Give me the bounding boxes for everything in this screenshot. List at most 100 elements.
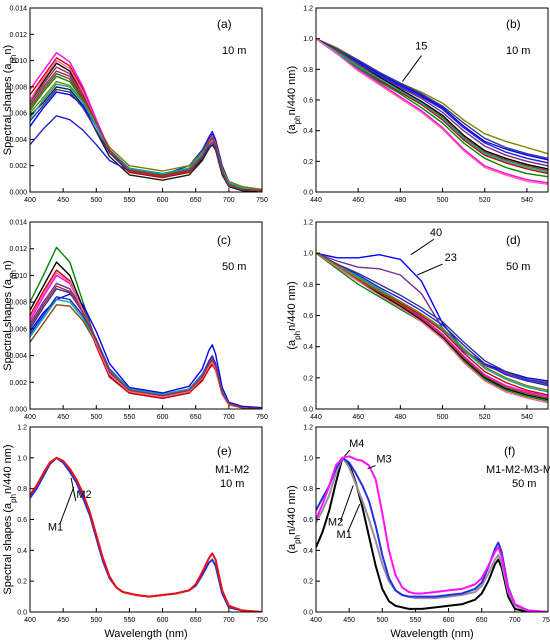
series-group: [30, 456, 262, 612]
y-axis-label-main: (a: [286, 339, 298, 350]
series-line-11: [30, 272, 262, 409]
panel-annotation: 10 m: [220, 478, 244, 490]
series-line-7: [316, 38, 548, 178]
y-tick-label: 1.2: [303, 6, 313, 13]
series-group: [316, 455, 548, 612]
y-axis-label-sub: ph: [293, 535, 302, 544]
y-tick-label: 0.000: [9, 407, 27, 414]
series-line-10: [316, 252, 548, 385]
y-tick-label: 0.2: [17, 579, 27, 586]
series-line-m1: [316, 456, 548, 612]
panel-a: 400 450 500 550 600 650 700 750 0.000 0.002 0.004 0…: [2, 6, 268, 205]
x-tick-label: 500: [90, 414, 102, 421]
y-tick-label: 0.4: [303, 344, 313, 351]
series-label: M3: [376, 453, 391, 465]
y-tick-label: 1.2: [303, 425, 313, 432]
x-tick-label: 650: [190, 617, 202, 624]
x-tick-label: 460: [352, 414, 364, 421]
plot-frame: [29, 221, 263, 410]
y-tick-label: 1.2: [17, 425, 27, 432]
panel-label: (d): [506, 233, 521, 247]
x-tick-label: 500: [437, 414, 449, 421]
y-axis-label: (aphn/440 nm): [286, 485, 302, 553]
y-tick-label: 0.006: [9, 326, 27, 333]
series-line-2: [316, 252, 548, 384]
series-group: [30, 246, 262, 409]
series-line-12: [30, 285, 262, 409]
x-tick-label: 750: [542, 617, 550, 624]
series-line-2: [30, 86, 262, 192]
series-line-m4: [316, 455, 548, 612]
x-tick-label: 550: [124, 617, 136, 624]
y-tick-label: 0.012: [9, 32, 27, 39]
x-tick-label: 750: [256, 414, 268, 421]
y-axis-label: Spectral shapes (aphn): [2, 45, 18, 155]
panel-annotation: 10 m: [222, 45, 246, 57]
x-tick-label: 520: [479, 414, 491, 421]
y-tick-label: 0.0: [303, 190, 313, 197]
x-tick-label: 500: [376, 617, 388, 624]
series-label: M1: [48, 521, 63, 533]
y-axis-label: (aphn/440 nm): [286, 66, 302, 134]
x-tick-label: 400: [24, 414, 36, 421]
x-axis-label: Wavelength (nm): [104, 628, 187, 640]
y-tick-label: 0.014: [9, 220, 27, 227]
series-group: [316, 38, 548, 185]
x-tick-label: 550: [124, 414, 136, 421]
callout-arrow: [402, 55, 422, 82]
panel-annotation: M1-M2-M3-M4: [486, 464, 550, 476]
x-tick-label: 700: [223, 197, 235, 204]
y-axis-label-tail: n/440 nm): [2, 444, 14, 494]
series-line-7: [30, 52, 262, 192]
y-axis-label: Spectral shapes (aphn/440 nm): [2, 444, 18, 594]
x-tick-label: 750: [256, 197, 268, 204]
y-axis-label-sub: ph: [293, 331, 302, 340]
series-label: M2: [76, 489, 91, 501]
y-tick-label: 0.0: [17, 610, 27, 617]
x-tick-label: 400: [24, 617, 36, 624]
x-tick-label: 480: [395, 414, 407, 421]
y-tick-label: 0.8: [303, 486, 313, 493]
x-tick-label: 480: [395, 197, 407, 204]
x-tick-label: 440: [310, 197, 322, 204]
y-tick-label: 0.014: [9, 6, 27, 13]
y-tick-label: 0.6: [303, 313, 313, 320]
y-tick-label: 0.8: [303, 67, 313, 74]
panel-b: 440 460 480 500 520 540 0.0 0.2 0.4 0.6 0.8 1.0 1.2 (…: [286, 6, 549, 204]
series-label-arrow: [70, 477, 77, 502]
y-axis-label-tail: n): [2, 45, 14, 55]
y-tick-label: 0.8: [303, 282, 313, 289]
y-axis-label-sub: ph: [9, 55, 18, 64]
y-tick-label: 1.0: [303, 36, 313, 43]
y-tick-label: 0.010: [9, 273, 27, 280]
y-tick-label: 0.002: [9, 163, 27, 170]
y-tick-label: 0.4: [17, 548, 27, 555]
y-tick-label: 0.012: [9, 246, 27, 253]
series-line-6: [316, 38, 548, 184]
x-tick-label: 650: [190, 414, 202, 421]
panel-annotation: 50 m: [506, 261, 530, 273]
x-tick-label: 440: [310, 414, 322, 421]
y-axis-label-main: Spectral shapes (a: [2, 502, 14, 595]
y-axis-label-sub: ph: [293, 115, 302, 124]
y-axis-label-tail: n): [2, 260, 14, 270]
series-label-arrow: [367, 465, 376, 470]
y-tick-label: 0.006: [9, 111, 27, 118]
x-tick-label: 500: [90, 617, 102, 624]
panel-annotation: 50 m: [222, 261, 246, 273]
panel-label: (b): [506, 17, 521, 31]
callout-label: 15: [415, 40, 427, 52]
y-axis-label-main: (a: [286, 123, 298, 134]
x-tick-label: 550: [124, 197, 136, 204]
panel-e: 400 450 500 550 600 650 700 750 0.0 0.2 0.4 0.6 0.8 1…: [2, 425, 268, 640]
panel-d: 440 460 480 500 520 540 0.0 0.2 0.4 0.6 0.8 1.0 1.2 (…: [286, 220, 549, 421]
series-group: [30, 52, 262, 192]
y-tick-label: 0.8: [17, 486, 27, 493]
callout-arrow: [410, 238, 435, 256]
series-line-m3: [316, 456, 548, 612]
series-line-4: [30, 293, 262, 409]
series-line-12: [316, 252, 548, 391]
y-tick-label: 0.008: [9, 300, 27, 307]
y-tick-label: 0.2: [303, 375, 313, 382]
